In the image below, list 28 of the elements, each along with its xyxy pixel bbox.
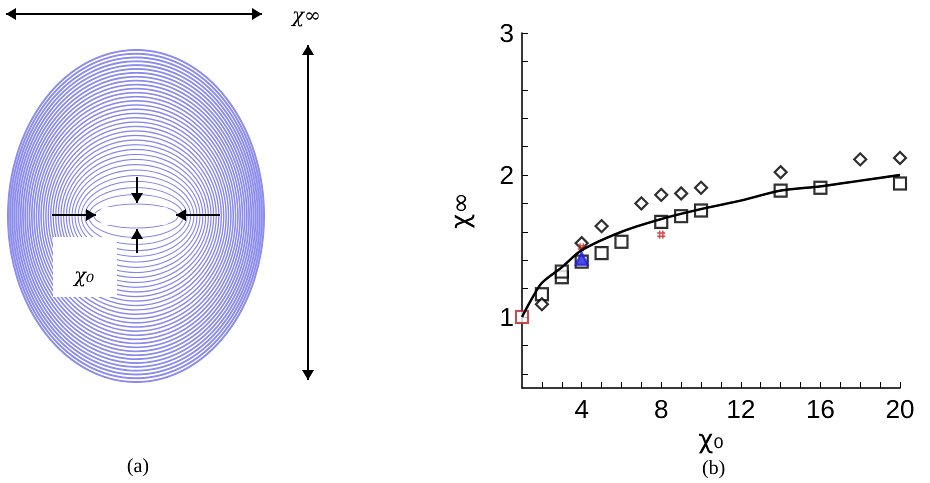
x-tick-label: 4 [574, 394, 589, 424]
y-tick-label: 2 [500, 160, 514, 190]
x-axis-title: χ₀ [698, 424, 724, 455]
point [534, 297, 549, 312]
x-tick-label: 8 [654, 394, 668, 424]
text: χ∞ [290, 3, 321, 27]
y-tick-label: 3 [500, 18, 514, 48]
point [594, 246, 609, 260]
text: (a) [126, 455, 150, 477]
point [634, 196, 648, 210]
point [594, 219, 609, 234]
point [574, 252, 589, 266]
y-tick-label: 1 [500, 302, 514, 332]
point [853, 152, 868, 166]
y-axis-title: χ∞ [446, 192, 476, 229]
text: χ₀ [72, 263, 94, 287]
point [654, 188, 668, 202]
point [614, 234, 629, 249]
text: (b) [702, 457, 726, 479]
point [694, 180, 708, 195]
x-tick-label: 12 [726, 394, 756, 424]
point [892, 176, 908, 191]
point [774, 165, 788, 180]
x-tick-label: 16 [806, 394, 835, 424]
point [674, 186, 688, 201]
point [892, 150, 908, 166]
x-tick-label: 20 [886, 394, 914, 424]
point [656, 230, 666, 240]
